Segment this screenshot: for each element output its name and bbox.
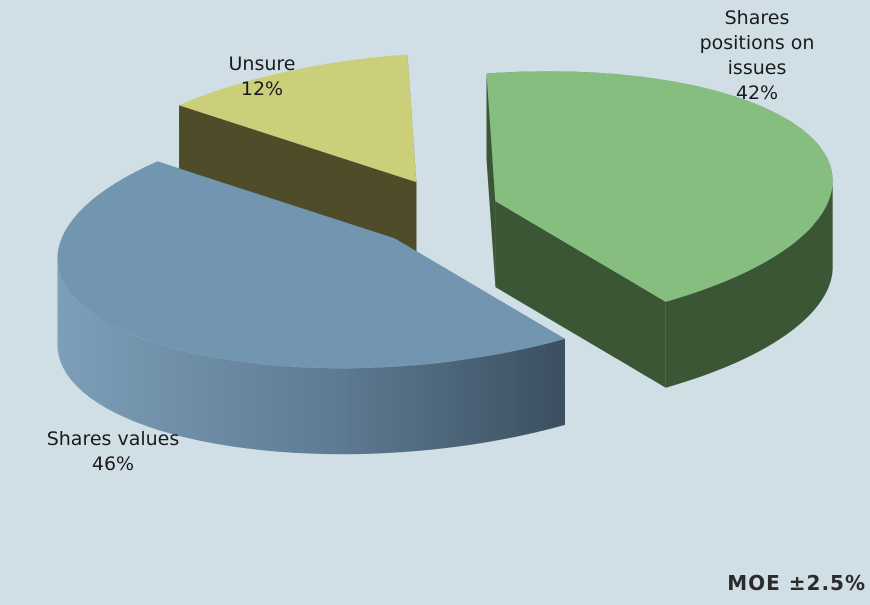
slice-shares-values [57, 161, 565, 455]
slice-shares-values-top [57, 161, 565, 369]
slice-label-values-line1: Shares values [46, 428, 180, 450]
slice-label-issues-line2: positions on [699, 32, 815, 54]
slice-unsure-top [179, 54, 417, 183]
slice-label-unsure-line1: Unsure [228, 53, 296, 75]
margin-of-error-note: MOE ±2.5% [727, 571, 866, 595]
slice-label-issues-line1: Shares [724, 7, 790, 29]
slice-value-issues: 42% [735, 82, 779, 104]
slice-label-issues: Shares positions on issues 42% [672, 6, 842, 106]
slice-shares-positions-side-0 [665, 177, 833, 388]
slice-label-unsure: Unsure 12% [200, 52, 324, 102]
slice-value-unsure: 12% [240, 78, 284, 100]
slice-shares-values-side-0 [57, 261, 565, 455]
slice-label-issues-line3: issues [727, 57, 787, 79]
slice-label-values: Shares values 46% [28, 427, 198, 477]
slice-shares-positions-top [486, 71, 833, 302]
slice-shares-positions [486, 71, 833, 388]
slice-value-values: 46% [91, 453, 135, 475]
slice-shares-positions-wall-1 [495, 201, 666, 388]
